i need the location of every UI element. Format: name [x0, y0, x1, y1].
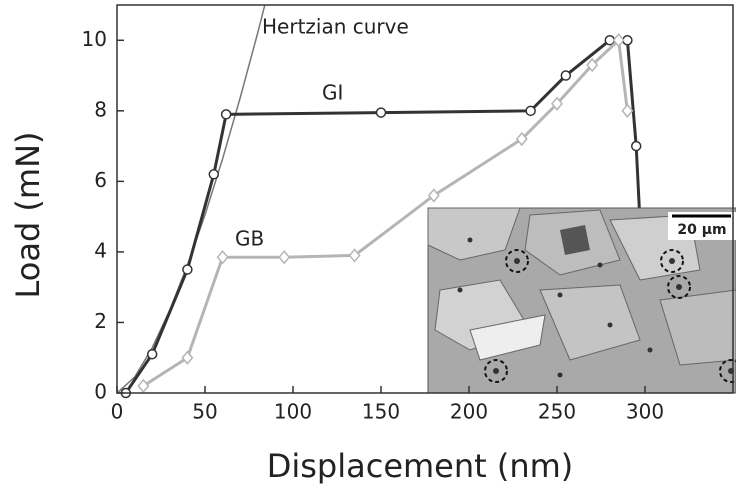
data-point — [138, 380, 148, 392]
annotation: GI — [322, 81, 343, 105]
y-tick-label: 10 — [82, 27, 107, 51]
data-point — [218, 251, 228, 263]
x-tick-label: 250 — [538, 400, 576, 424]
x-tick-label: 100 — [274, 400, 312, 424]
x-tick-label: 200 — [450, 400, 488, 424]
x-tick-label: 150 — [362, 400, 400, 424]
x-tick-label: 50 — [192, 400, 217, 424]
data-point — [279, 251, 289, 263]
data-point — [526, 106, 535, 115]
data-point — [632, 142, 641, 151]
annotation: Hertzian curve — [262, 15, 409, 39]
x-axis-label: Displacement (nm) — [267, 447, 574, 485]
inset-micrograph: 20 μm — [428, 208, 736, 393]
scale-label: 20 μm — [677, 222, 726, 238]
y-axis-label: Load (mN) — [9, 131, 47, 298]
y-tick-label: 4 — [94, 238, 107, 262]
data-point — [622, 105, 632, 117]
data-point — [222, 110, 231, 119]
x-tick-label: 300 — [626, 400, 664, 424]
y-tick-label: 2 — [94, 309, 107, 333]
data-point — [182, 352, 192, 364]
data-point — [148, 350, 157, 359]
data-point — [183, 265, 192, 274]
dark-phase — [560, 225, 590, 255]
series-line — [117, 5, 265, 393]
y-tick-label: 6 — [94, 168, 107, 192]
data-point — [561, 71, 570, 80]
y-tick-label: 0 — [94, 380, 107, 404]
chart: Displacement (nm) Load (mN) Hertzian cur… — [0, 0, 736, 494]
data-point — [377, 108, 386, 117]
annotation: GB — [235, 227, 264, 251]
data-point — [209, 170, 218, 179]
x-tick-label: 0 — [111, 400, 124, 424]
y-tick-label: 8 — [94, 97, 107, 121]
